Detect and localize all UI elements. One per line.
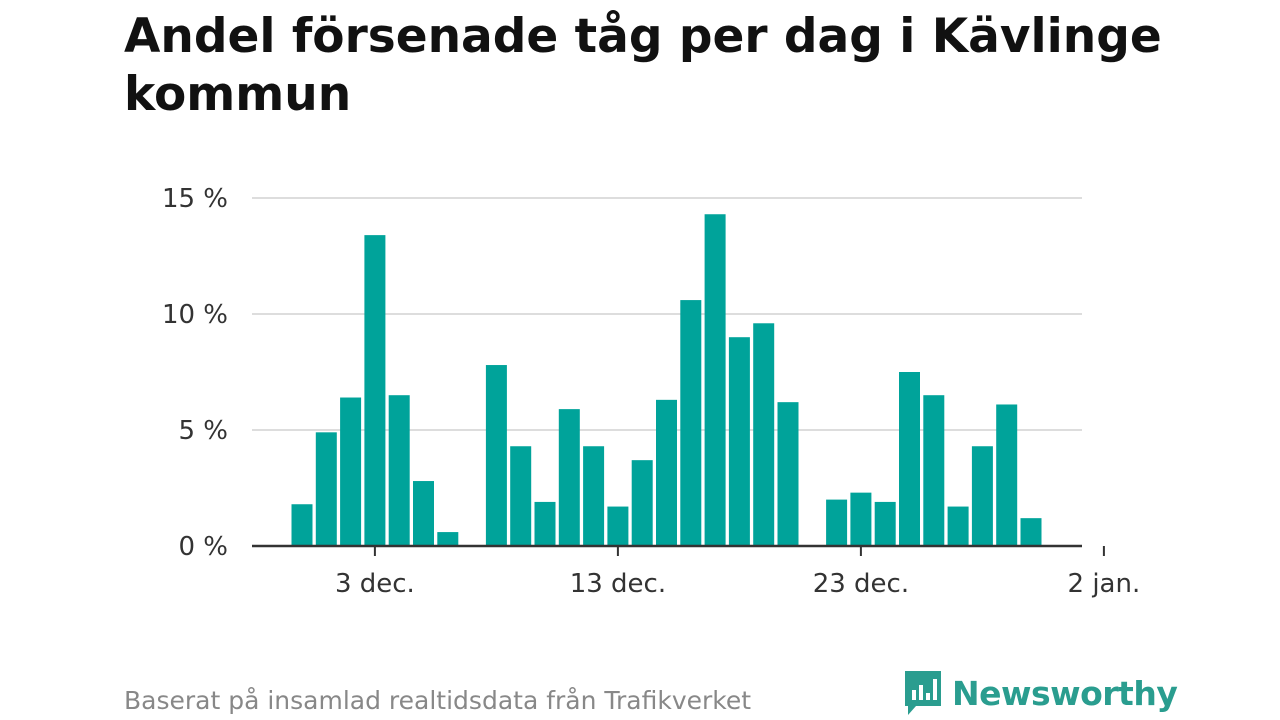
bar — [899, 372, 920, 546]
bar — [704, 214, 726, 547]
bar — [996, 404, 1018, 546]
bar — [558, 409, 580, 546]
logo-bar — [926, 693, 930, 700]
logo-bar — [912, 690, 916, 700]
bar — [388, 395, 410, 546]
bar — [534, 501, 556, 546]
brand-name: Newsworthy — [952, 673, 1178, 713]
x-tick-labels: 3 dec. 13 dec. 23 dec. 2 jan. — [335, 569, 1140, 599]
bar — [753, 323, 775, 546]
source-footnote: Baserat på insamlad realtidsdata från Tr… — [124, 686, 752, 715]
bar — [826, 499, 848, 546]
bar — [1020, 518, 1042, 546]
y-tick-label: 5 % — [178, 416, 228, 446]
bar — [437, 532, 459, 546]
bars — [291, 214, 1042, 547]
bar — [728, 337, 750, 546]
bar — [971, 446, 993, 546]
bar — [315, 432, 337, 546]
bar — [340, 397, 362, 546]
bar — [947, 506, 969, 546]
bar — [656, 399, 677, 546]
x-tick-label: 13 dec. — [570, 569, 666, 599]
bar — [923, 395, 945, 546]
axes — [252, 544, 1105, 556]
bar — [850, 492, 872, 546]
chart-title: Andel försenade tåg per dag i Kävlinge k… — [124, 9, 1162, 122]
y-tick-label: 0 % — [178, 532, 228, 562]
y-tick-label: 15 % — [162, 184, 228, 214]
x-tick-label: 3 dec. — [335, 569, 415, 599]
logo-bar — [933, 679, 937, 700]
logo-bar — [919, 685, 923, 700]
bar — [680, 300, 702, 546]
bar — [291, 504, 313, 546]
bar — [631, 460, 653, 546]
y-tick-labels: 0 % 5 % 10 % 15 % — [162, 184, 228, 562]
bar — [413, 481, 434, 546]
bar-chart-speech-icon — [905, 671, 941, 715]
bar — [583, 446, 605, 546]
bar — [874, 501, 896, 546]
bar — [607, 506, 629, 546]
bar — [510, 446, 532, 546]
brand-logo[interactable]: Newsworthy — [902, 668, 1178, 718]
bar — [485, 365, 507, 546]
bar — [777, 402, 799, 546]
x-tick-label: 2 jan. — [1068, 569, 1141, 599]
y-tick-label: 10 % — [162, 300, 228, 330]
bar — [364, 235, 386, 546]
x-tick-label: 23 dec. — [813, 569, 909, 599]
